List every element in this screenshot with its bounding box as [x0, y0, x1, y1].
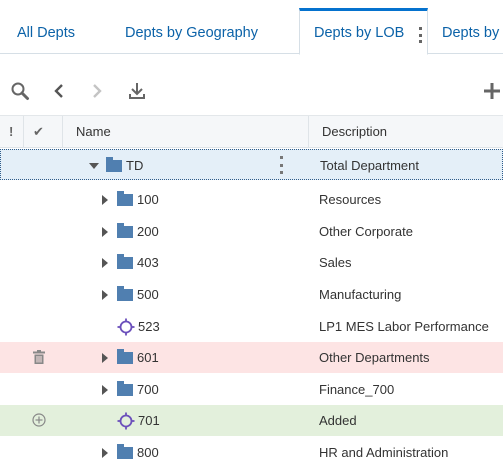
table-row[interactable]: 523 LP1 MES Labor Performance: [0, 311, 503, 342]
name-cell: 100: [102, 184, 159, 215]
name-cell: 403: [102, 247, 159, 278]
name-cell: 800: [102, 437, 159, 462]
row-description: Finance_700: [319, 382, 395, 397]
row-name: 500: [137, 287, 159, 302]
folder-icon: [117, 253, 133, 269]
header-check[interactable]: ✔: [33, 124, 44, 139]
header-alert[interactable]: !: [9, 124, 14, 139]
add-circle-icon: [32, 413, 46, 427]
table-row[interactable]: 800 HR and Administration: [0, 437, 503, 462]
name-cell: 200: [102, 216, 159, 247]
table-row[interactable]: 200 Other Corporate: [0, 216, 503, 247]
table-header: ! ✔ Name Description: [0, 115, 503, 148]
row-description: HR and Administration: [319, 445, 449, 460]
table-row[interactable]: 100 Resources: [0, 184, 503, 215]
folder-icon: [117, 443, 133, 459]
table-row[interactable]: TD Total Department: [0, 149, 503, 180]
expand-icon[interactable]: [102, 289, 108, 300]
toolbar: [0, 72, 503, 108]
search-icon[interactable]: [9, 80, 31, 102]
tab-all-depts[interactable]: All Depts: [17, 25, 76, 41]
folder-icon: [117, 348, 133, 364]
expand-icon[interactable]: [102, 384, 108, 395]
tab-bar: All Depts Depts by Geography Depts by LO…: [0, 0, 503, 55]
row-description: Manufacturing: [319, 287, 402, 302]
row-name: 200: [137, 224, 159, 239]
name-cell: 500: [102, 279, 159, 310]
table-row[interactable]: 601 Other Departments: [0, 342, 503, 373]
row-description: Resources: [319, 192, 382, 207]
tab-depts-by-overflow[interactable]: Depts by: [442, 25, 500, 41]
table-row[interactable]: 403 Sales: [0, 247, 503, 278]
name-cell: 601: [102, 342, 159, 373]
collapse-icon[interactable]: [89, 162, 99, 169]
folder-icon: [117, 285, 133, 301]
download-icon[interactable]: [126, 80, 148, 102]
row-name: 800: [137, 445, 159, 460]
tab-depts-by-geography[interactable]: Depts by Geography: [125, 25, 258, 41]
folder-icon: [106, 156, 122, 172]
expand-icon[interactable]: [102, 257, 108, 268]
table-row[interactable]: 500 Manufacturing: [0, 279, 503, 310]
name-cell: TD: [89, 150, 143, 181]
expand-icon[interactable]: [102, 194, 108, 205]
row-description: Total Department: [320, 158, 419, 173]
expand-icon[interactable]: [102, 226, 108, 237]
row-name: 100: [137, 192, 159, 207]
name-cell: 701: [117, 405, 160, 436]
table-row[interactable]: 701 Added: [0, 405, 503, 436]
trash-icon: [32, 350, 46, 364]
name-cell: 700: [102, 374, 159, 405]
row-description: LP1 MES Labor Performance: [319, 319, 489, 334]
row-name: 701: [138, 413, 160, 428]
table-row[interactable]: 700 Finance_700: [0, 374, 503, 405]
tab-depts-by-lob[interactable]: Depts by LOB: [299, 8, 428, 55]
row-name: TD: [126, 158, 144, 173]
row-description: Sales: [319, 255, 352, 270]
row-name: 601: [137, 350, 159, 365]
tab-depts-by-lob-label: Depts by LOB: [314, 25, 405, 41]
plus-icon[interactable]: [481, 80, 503, 102]
chevron-left-icon[interactable]: [48, 80, 70, 102]
row-description: Added: [319, 413, 357, 428]
row-name: 523: [138, 319, 160, 334]
expand-icon[interactable]: [102, 352, 108, 363]
chevron-right-icon[interactable]: [86, 80, 108, 102]
member-target-icon: [117, 318, 135, 335]
member-target-icon: [117, 412, 135, 429]
folder-icon: [117, 380, 133, 396]
row-actions-icon[interactable]: [280, 156, 284, 174]
name-cell: 523: [117, 311, 160, 342]
folder-icon: [117, 222, 133, 238]
header-description[interactable]: Description: [322, 124, 388, 139]
expand-icon[interactable]: [102, 447, 108, 458]
folder-icon: [117, 190, 133, 206]
row-description: Other Departments: [319, 350, 430, 365]
header-name[interactable]: Name: [76, 124, 111, 139]
row-name: 700: [137, 382, 159, 397]
row-name: 403: [137, 255, 159, 270]
tab-options-icon[interactable]: [419, 27, 423, 43]
row-description: Other Corporate: [319, 224, 413, 239]
